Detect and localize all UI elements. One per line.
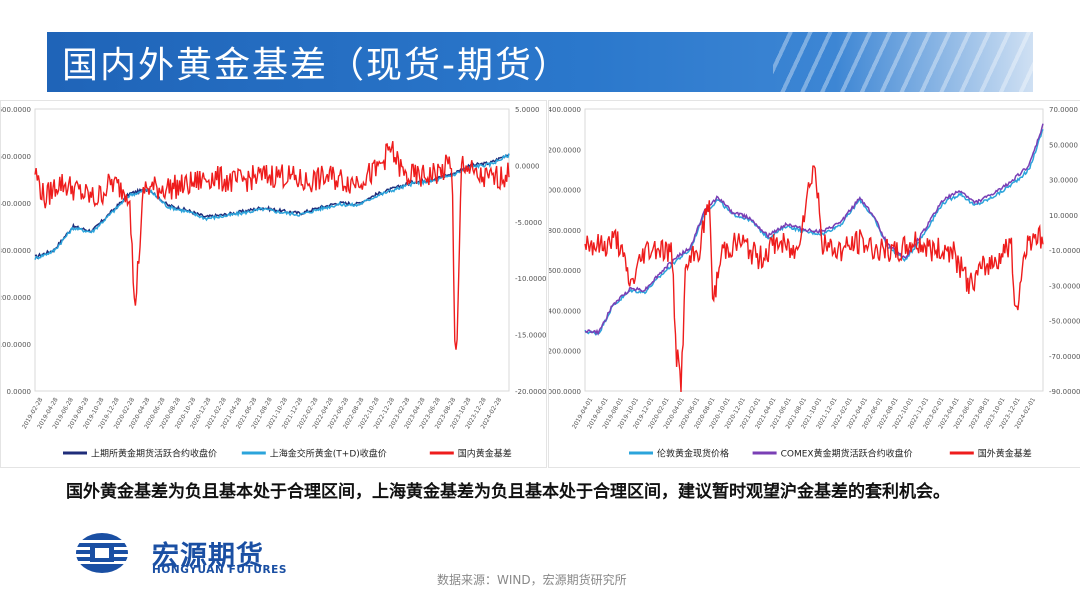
chart-domestic-svg: 600.0000 500.0000 400.0000 300.0000 200.0000… — [0, 106, 546, 460]
company-name-en: HONGYUAN FUTURES — [152, 564, 288, 576]
series-line — [584, 165, 1044, 393]
right-tick-label: -70.0000 — [1049, 353, 1080, 361]
left-tick-label: 2400.0000 — [549, 106, 581, 114]
legend-label: 国外黄金基差 — [978, 448, 1032, 460]
left-tick-label: 2000.0000 — [549, 187, 581, 195]
right-tick-label: -10.0000 — [1049, 247, 1080, 255]
right-tick-label: 5.0000 — [515, 106, 540, 114]
hongyuan-logo-icon — [76, 533, 128, 573]
left-tick-label: 500.0000 — [1, 153, 31, 161]
left-tick-label: 600.0000 — [1, 106, 31, 114]
right-tick-label: -90.0000 — [1049, 388, 1080, 396]
legend-label: 国内黄金基差 — [458, 448, 512, 460]
left-tick-label: 1000.0000 — [549, 388, 581, 396]
left-tick-label: 1200.0000 — [549, 348, 581, 356]
data-source: 数据来源：WIND，宏源期货研究所 — [437, 573, 627, 587]
right-tick-label: -20.0000 — [515, 388, 546, 396]
right-tick-label: -50.0000 — [1049, 318, 1080, 326]
legend-label: 上期所黄金期货活跃合约收盘价 — [91, 448, 217, 460]
title-banner — [47, 32, 1033, 92]
legend-label: 伦敦黄金现货价格 — [657, 448, 729, 460]
right-tick-label: 0.0000 — [515, 162, 540, 170]
left-tick-label: 2200.0000 — [549, 146, 581, 154]
left-tick-label: 300.0000 — [1, 247, 31, 255]
left-tick-label: 1600.0000 — [549, 267, 581, 275]
chart-foreign-basis: 2400.0000 2200.0000 2000.0000 1800.0000 1600… — [543, 100, 1080, 468]
right-tick-label: 70.0000 — [1049, 106, 1078, 114]
left-tick-label: 100.0000 — [1, 341, 31, 349]
right-tick-label: -5.0000 — [515, 219, 542, 227]
plot-area — [34, 108, 510, 392]
legend-label: COMEX黄金期货活跃合约收盘价 — [781, 448, 913, 460]
plot-area — [584, 108, 1044, 392]
series-line — [584, 123, 1044, 336]
legend-label: 上海金交所黄金(T+D)收盘价 — [270, 448, 387, 460]
left-tick-label: 0.0000 — [7, 388, 32, 396]
right-tick-label: -10.0000 — [515, 275, 546, 283]
left-tick-label: 1800.0000 — [549, 227, 581, 235]
right-tick-label: -15.0000 — [515, 332, 546, 340]
left-tick-label: 400.0000 — [1, 200, 31, 208]
left-tick-label: 200.0000 — [1, 294, 31, 302]
chart-domestic-basis: 600.0000 500.0000 400.0000 300.0000 200.0000… — [0, 100, 547, 468]
left-tick-label: 1400.0000 — [549, 307, 581, 315]
right-tick-label: -30.0000 — [1049, 282, 1080, 290]
analysis-text: 国外黄金基差为负且基本处于合理区间，上海黄金基差为负且基本处于合理区间，建议暂时… — [66, 482, 950, 502]
page-title: 国内外黄金基差（现货-期货） — [62, 45, 571, 86]
right-tick-label: 30.0000 — [1049, 177, 1078, 185]
series-line — [34, 140, 510, 350]
right-tick-label: 10.0000 — [1049, 212, 1078, 220]
chart-foreign-svg: 2400.0000 2200.0000 2000.0000 1800.0000 1600… — [543, 106, 1080, 460]
right-tick-label: 50.0000 — [1049, 141, 1078, 149]
series-line — [34, 153, 510, 260]
company-name-cn: 宏源期货 — [152, 541, 264, 572]
